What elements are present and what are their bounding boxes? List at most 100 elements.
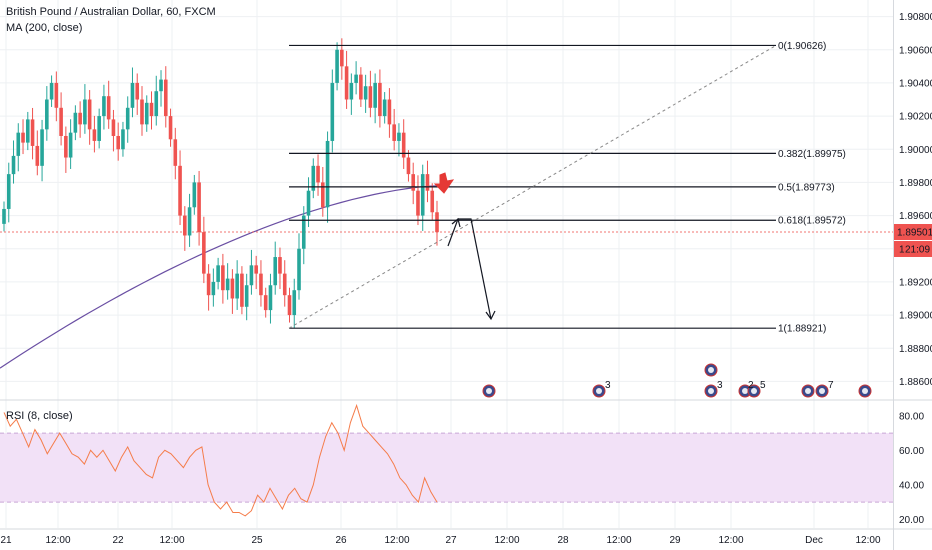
candle bbox=[387, 99, 392, 125]
candle bbox=[306, 190, 311, 216]
candle bbox=[282, 273, 287, 296]
event-flag-icon[interactable] bbox=[738, 384, 752, 398]
rsi-tick-label: 20.00 bbox=[899, 515, 924, 526]
event-inner bbox=[751, 388, 757, 394]
candle bbox=[416, 190, 420, 216]
candle bbox=[187, 207, 192, 236]
candle bbox=[240, 273, 244, 307]
event-flag-icon[interactable] bbox=[801, 384, 815, 398]
candle bbox=[154, 91, 159, 117]
candle bbox=[116, 135, 120, 150]
candle bbox=[406, 157, 411, 175]
drawings[interactable] bbox=[433, 172, 496, 321]
event-count: 5 bbox=[760, 380, 766, 391]
candle bbox=[325, 140, 330, 208]
candle bbox=[206, 273, 211, 296]
candle bbox=[311, 165, 316, 191]
candle bbox=[40, 129, 44, 166]
candle bbox=[173, 139, 178, 166]
event-flag-icon[interactable] bbox=[704, 384, 718, 398]
candle bbox=[54, 82, 59, 108]
candle bbox=[78, 112, 82, 125]
candle bbox=[121, 129, 125, 150]
time-tick-label: 12:00 bbox=[718, 535, 743, 546]
candle bbox=[163, 79, 168, 117]
candle bbox=[35, 145, 40, 166]
candle bbox=[144, 102, 149, 125]
rsi-tick-label: 80.00 bbox=[899, 411, 924, 422]
event-count: 2 bbox=[748, 380, 754, 391]
rsi-legend[interactable]: RSI (8, close) bbox=[6, 410, 73, 422]
candle bbox=[235, 273, 239, 299]
event-flag-icon[interactable] bbox=[592, 384, 606, 398]
candle bbox=[111, 119, 116, 136]
candle bbox=[354, 74, 358, 83]
candle bbox=[16, 132, 21, 156]
candle bbox=[254, 265, 258, 274]
rsi-panel bbox=[0, 403, 893, 517]
candle bbox=[106, 96, 111, 120]
price-axis[interactable]: 1.90800 1.90600 1.90400 1.90200 1.90000 1.898… bbox=[894, 12, 932, 388]
candle bbox=[25, 119, 30, 143]
candle bbox=[330, 82, 335, 141]
event-flag-icon[interactable] bbox=[482, 384, 496, 398]
ma-200-line bbox=[0, 185, 441, 369]
event-inner bbox=[742, 388, 748, 394]
event-flag-icon[interactable] bbox=[858, 384, 872, 398]
candle bbox=[197, 182, 201, 233]
candle bbox=[159, 79, 163, 92]
price-tick-label: 1.89200 bbox=[899, 277, 932, 288]
symbol-title: British Pound / Australian Dollar, 60, F… bbox=[6, 6, 216, 18]
candle bbox=[382, 99, 387, 117]
symbol-legend[interactable]: British Pound / Australian Dollar, 60, F… bbox=[6, 6, 216, 18]
event-flag-icon[interactable] bbox=[747, 384, 761, 398]
candle bbox=[97, 116, 101, 141]
event-flag-icon[interactable] bbox=[704, 363, 718, 377]
candle bbox=[64, 135, 68, 158]
price-tick-label: 1.89000 bbox=[899, 311, 932, 322]
event-count: 7 bbox=[828, 380, 834, 391]
ma-legend[interactable]: MA (200, close) bbox=[6, 22, 82, 34]
time-tick-label: 27 bbox=[445, 535, 457, 546]
candle bbox=[221, 265, 225, 291]
candle bbox=[211, 281, 216, 296]
rsi-title: RSI (8, close) bbox=[6, 410, 73, 422]
countdown-label: 21:09 bbox=[905, 245, 930, 256]
event-inner bbox=[486, 388, 492, 394]
time-tick-label: 12:00 bbox=[45, 535, 70, 546]
candle bbox=[321, 182, 325, 208]
ma-title: MA (200, close) bbox=[6, 22, 83, 34]
projection-path bbox=[447, 218, 492, 320]
rsi-axis[interactable]: 80.00 60.00 40.00 20.00 bbox=[899, 411, 924, 526]
rsi-line bbox=[3, 403, 438, 517]
candle bbox=[278, 257, 282, 274]
price-tick-label: 1.90400 bbox=[899, 78, 932, 89]
candle bbox=[130, 82, 135, 108]
candle bbox=[21, 132, 25, 143]
arrow-head-down bbox=[485, 310, 496, 321]
candle bbox=[244, 285, 249, 307]
time-tick-label: Dec bbox=[805, 535, 823, 546]
candle bbox=[425, 174, 430, 191]
candle bbox=[2, 208, 6, 224]
fib-label: 0.618(1.89572) bbox=[778, 216, 846, 227]
candle bbox=[183, 215, 187, 236]
time-axis[interactable]: 21 12:00 22 12:00 25 26 12:00 27 12:00 28 12:00 29 1… bbox=[0, 535, 881, 546]
fib-label: 0.382(1.89975) bbox=[778, 149, 846, 160]
fib-retracement[interactable]: 0(1.90626) 0.382(1.89975) 0.5(1.89773) 0.61… bbox=[288, 41, 846, 335]
event-count: 3 bbox=[605, 380, 611, 391]
candle bbox=[178, 165, 182, 216]
candle bbox=[368, 86, 373, 108]
candle bbox=[216, 265, 220, 282]
event-flag-icon[interactable] bbox=[815, 384, 829, 398]
price-tick-label: 1.90200 bbox=[899, 112, 932, 123]
price-tick-label: 1.88800 bbox=[899, 344, 932, 355]
candle bbox=[301, 215, 306, 249]
time-tick-label: 12:00 bbox=[855, 535, 880, 546]
candle bbox=[68, 132, 73, 158]
candle bbox=[87, 99, 92, 130]
current-price-label: 1.89501 bbox=[897, 228, 932, 239]
price-tick-label: 1.90600 bbox=[899, 45, 932, 56]
